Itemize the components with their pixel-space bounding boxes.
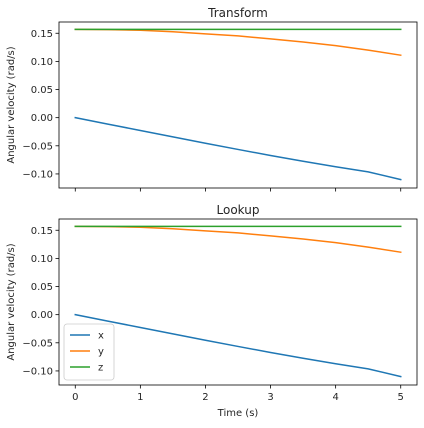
panel-lookup: Lookup Angular velocity (rad/s) Time (s)… [6, 203, 418, 419]
y-tick-label: −0.10 [22, 169, 53, 180]
series-line-x [74, 313, 402, 378]
y-axis-label-transform: Angular velocity (rad/s) [6, 46, 17, 163]
y-tick-label: 0.15 [31, 226, 53, 237]
panel-transform: Transform Angular velocity (rad/s) −0.10… [6, 6, 418, 192]
panel-title-lookup: Lookup [217, 203, 260, 217]
y-tick-label: −0.10 [22, 366, 53, 377]
y-tick-label: −0.05 [22, 338, 53, 349]
legend-label-x: x [98, 331, 104, 342]
series-line-y [74, 225, 402, 254]
plot-frame [58, 218, 418, 386]
x-tick-label: 3 [267, 392, 273, 403]
y-tick-label: 0.05 [31, 282, 53, 293]
x-tick-label: 1 [137, 392, 143, 403]
y-axis-label-lookup: Angular velocity (rad/s) [6, 243, 17, 360]
legend: xyz [63, 323, 115, 381]
y-tick-label: 0.00 [31, 310, 53, 321]
y-tick-label: 0.15 [31, 29, 53, 40]
legend-box [63, 323, 115, 381]
x-tick-label: 5 [398, 392, 404, 403]
y-tick-label: 0.10 [31, 57, 53, 68]
series-line-1 [74, 116, 402, 181]
plot-frame [58, 21, 418, 189]
panel-title-transform: Transform [207, 6, 268, 20]
x-axis-label-lookup: Time (s) [217, 408, 259, 419]
y-tick-label: −0.05 [22, 141, 53, 152]
y-tick-label: 0.05 [31, 85, 53, 96]
x-tick-label: 4 [332, 392, 338, 403]
y-tick-label: 0.10 [31, 254, 53, 265]
series-line-2 [74, 28, 402, 57]
plot-area-lookup: −0.10 −0.05 0.00 0.05 0.10 0.15 0 1 2 3 4 5 xyz [22, 218, 418, 403]
y-tick-label: 0.00 [31, 113, 53, 124]
x-tick-label: 2 [202, 392, 208, 403]
plot-area-transform: −0.10 −0.05 0.00 0.05 0.10 0.15 [22, 21, 418, 192]
legend-label-z: z [98, 363, 103, 374]
x-tick-label: 0 [72, 392, 78, 403]
legend-label-y: y [98, 347, 104, 358]
